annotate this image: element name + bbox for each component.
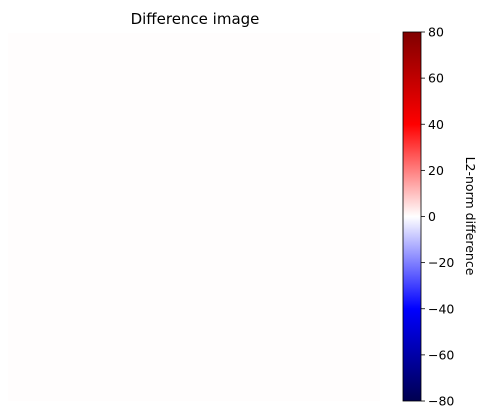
colorbar-ticks: 80 60 40 20 0 −20 −40 −60 −80 bbox=[421, 25, 454, 409]
colorbar-tick-label: 60 bbox=[428, 71, 444, 86]
colorbar-tick-label: −60 bbox=[428, 347, 454, 362]
colorbar-label: L2-norm difference bbox=[463, 157, 478, 276]
difference-image bbox=[8, 33, 380, 401]
colorbar-tick-label: −40 bbox=[428, 301, 454, 316]
colorbar bbox=[402, 31, 422, 402]
colorbar-tick-label: −20 bbox=[428, 255, 454, 270]
colorbar-tick-label: 0 bbox=[428, 209, 436, 224]
colorbar-tick-label: 80 bbox=[428, 25, 444, 40]
chart-title: Difference image bbox=[131, 10, 260, 28]
colorbar-tick-label: 20 bbox=[428, 163, 444, 178]
colorbar-tick-label: 40 bbox=[428, 117, 444, 132]
colorbar-tick-label: −80 bbox=[428, 394, 454, 409]
